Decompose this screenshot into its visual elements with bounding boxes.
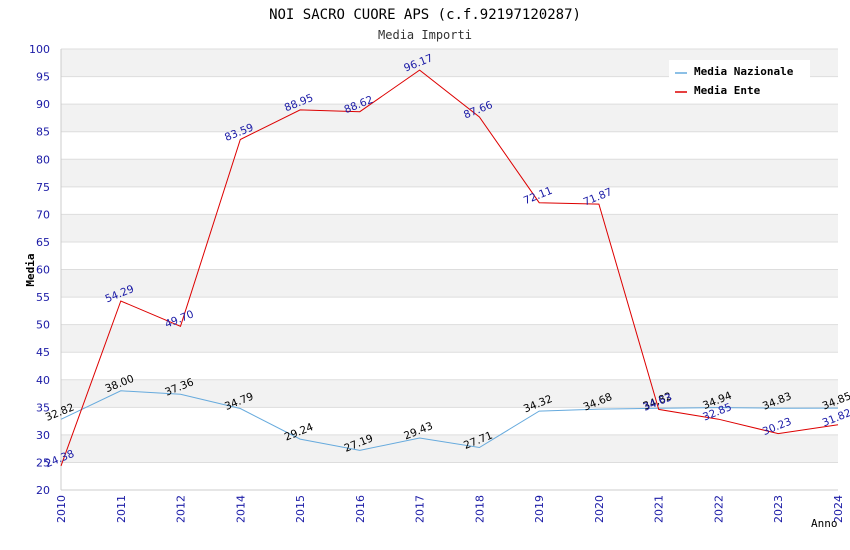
y-tick-label: 75: [36, 181, 50, 194]
plot-band: [61, 131, 838, 160]
legend-box: [669, 60, 810, 100]
y-tick-label: 40: [36, 374, 50, 387]
plot-band: [61, 241, 838, 270]
plot-band: [61, 324, 838, 353]
x-tick-label: 2014: [234, 495, 247, 523]
plot-band: [61, 434, 838, 463]
plot-band: [61, 186, 838, 215]
plot-band: [61, 159, 838, 187]
x-tick-label: 2011: [115, 495, 128, 523]
legend-label-media-ente: Media Ente: [694, 84, 761, 97]
y-tick-label: 90: [36, 98, 50, 111]
x-tick-label: 2015: [294, 495, 307, 523]
y-tick-label: 25: [36, 456, 50, 469]
x-tick-label: 2019: [533, 495, 546, 523]
plot-band: [61, 269, 838, 298]
plot-band: [61, 214, 838, 242]
chart-title: NOI SACRO CUORE APS (c.f.92197120287): [269, 7, 581, 23]
x-tick-label: 2012: [175, 495, 188, 523]
series-lines: [60, 69, 839, 467]
plot-band: [61, 352, 838, 380]
x-axis: 2010 2011 2012 2014 2015 2016 2017 2018 2019 2020…: [55, 489, 845, 523]
x-tick-label: 2024: [832, 495, 845, 523]
y-tick-label: 95: [36, 71, 50, 84]
x-tick-label: 2021: [653, 495, 666, 523]
x-axis-title: Anno: [811, 517, 838, 530]
series-line-media-ente: [60, 69, 839, 467]
series-line-media-nazionale: [60, 390, 839, 451]
y-tick-label: 50: [36, 319, 50, 332]
y-tick-label: 45: [36, 346, 50, 359]
y-tick-label: 30: [36, 429, 50, 442]
y-tick-label: 20: [36, 484, 50, 497]
y-tick-label: 80: [36, 153, 50, 166]
legend-label-media-nazionale: Media Nazionale: [694, 65, 794, 78]
plot-band: [61, 104, 838, 132]
plot-band: [61, 379, 838, 408]
plot-band: [61, 407, 838, 435]
plot-band: [61, 297, 838, 325]
x-tick-label: 2023: [772, 495, 785, 523]
x-tick-label: 2017: [414, 495, 427, 523]
y-tick-label: 85: [36, 126, 50, 139]
x-tick-label: 2016: [354, 495, 367, 523]
x-tick-label: 2010: [55, 495, 68, 523]
x-tick-label: 2022: [712, 495, 725, 523]
y-tick-label: 100: [29, 43, 50, 56]
y-axis-title: Media: [24, 253, 37, 286]
y-tick-label: 55: [36, 291, 50, 304]
y-tick-label: 35: [36, 401, 50, 414]
x-tick-label: 2018: [473, 495, 486, 523]
y-tick-label: 65: [36, 236, 50, 249]
y-tick-label: 70: [36, 208, 50, 221]
legend: Media Nazionale Media Ente: [669, 60, 810, 100]
y-axis: 20 25 30 35 40 45 50 55 60 65 70 75 80 85 90 95 100: [29, 43, 62, 497]
y-tick-label: 60: [36, 264, 50, 277]
gridlines: [61, 48, 838, 491]
x-tick-label: 2020: [593, 495, 606, 523]
chart-subtitle: Media Importi: [378, 28, 472, 42]
plot-background: [61, 49, 838, 490]
plot-band: [61, 462, 838, 490]
